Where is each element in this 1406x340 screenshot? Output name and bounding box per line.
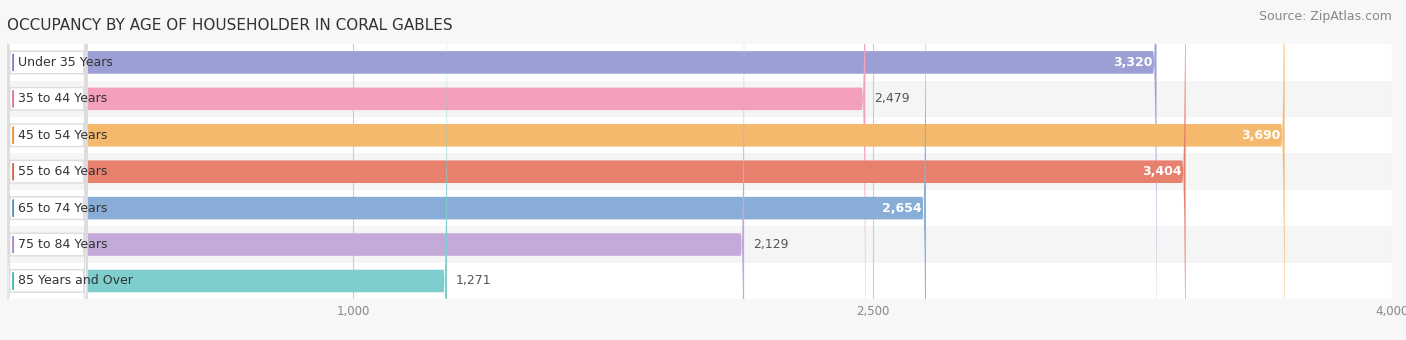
Text: 2,479: 2,479: [875, 92, 910, 105]
FancyBboxPatch shape: [7, 0, 744, 340]
FancyBboxPatch shape: [7, 0, 447, 340]
FancyBboxPatch shape: [7, 0, 87, 340]
FancyBboxPatch shape: [7, 0, 87, 340]
FancyBboxPatch shape: [7, 0, 865, 340]
FancyBboxPatch shape: [7, 0, 87, 340]
Text: 85 Years and Over: 85 Years and Over: [18, 274, 134, 288]
FancyBboxPatch shape: [7, 0, 87, 340]
Text: OCCUPANCY BY AGE OF HOUSEHOLDER IN CORAL GABLES: OCCUPANCY BY AGE OF HOUSEHOLDER IN CORAL…: [7, 18, 453, 33]
FancyBboxPatch shape: [7, 153, 1392, 190]
Text: 45 to 54 Years: 45 to 54 Years: [18, 129, 108, 142]
Text: Under 35 Years: Under 35 Years: [18, 56, 114, 69]
FancyBboxPatch shape: [7, 0, 87, 340]
FancyBboxPatch shape: [7, 190, 1392, 226]
FancyBboxPatch shape: [7, 81, 1392, 117]
Text: 35 to 44 Years: 35 to 44 Years: [18, 92, 108, 105]
Text: 55 to 64 Years: 55 to 64 Years: [18, 165, 108, 178]
Text: 2,654: 2,654: [882, 202, 922, 215]
FancyBboxPatch shape: [7, 226, 1392, 263]
FancyBboxPatch shape: [7, 0, 87, 340]
Text: Source: ZipAtlas.com: Source: ZipAtlas.com: [1258, 10, 1392, 23]
Text: 3,404: 3,404: [1142, 165, 1181, 178]
Text: 2,129: 2,129: [752, 238, 789, 251]
FancyBboxPatch shape: [7, 0, 87, 340]
FancyBboxPatch shape: [7, 44, 1392, 81]
FancyBboxPatch shape: [7, 0, 1285, 340]
FancyBboxPatch shape: [7, 0, 927, 340]
Text: 1,271: 1,271: [456, 274, 491, 288]
Text: 65 to 74 Years: 65 to 74 Years: [18, 202, 108, 215]
FancyBboxPatch shape: [7, 117, 1392, 153]
Text: 3,690: 3,690: [1241, 129, 1281, 142]
FancyBboxPatch shape: [7, 263, 1392, 299]
Text: 75 to 84 Years: 75 to 84 Years: [18, 238, 108, 251]
Text: 3,320: 3,320: [1114, 56, 1153, 69]
FancyBboxPatch shape: [7, 0, 1185, 340]
FancyBboxPatch shape: [7, 0, 1157, 340]
